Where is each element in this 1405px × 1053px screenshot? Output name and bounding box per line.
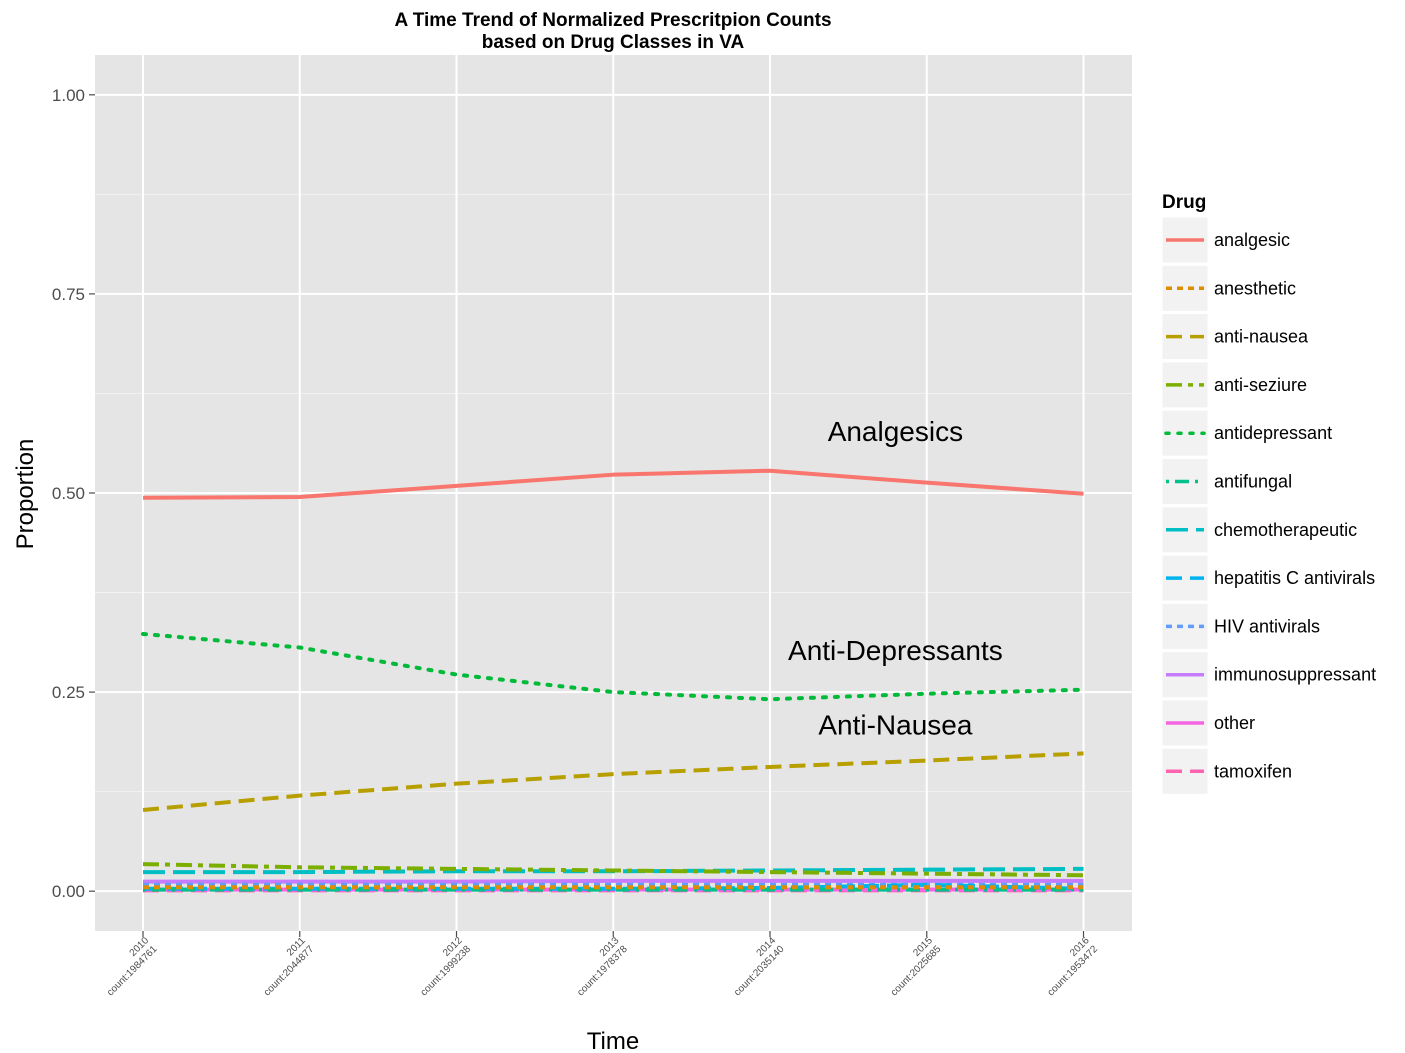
svg-text:2014count:2035140: 2014count:2035140	[724, 935, 787, 998]
gridlines	[95, 55, 1132, 931]
y-axis-title: Proportion	[12, 439, 39, 550]
svg-text:2011count:2044877: 2011count:2044877	[253, 935, 316, 998]
y-tick-label: 1.00	[52, 86, 85, 105]
svg-text:2010count:1984761: 2010count:1984761	[97, 935, 160, 998]
y-axis: 0.00 0.25 0.50 0.75 1.00	[52, 86, 95, 901]
legend-label: anti-seziure	[1214, 375, 1307, 395]
series-line-analgesic	[142, 468, 1084, 500]
legend-item-anesthetic: anesthetic	[1161, 264, 1296, 312]
svg-text:2016count:1953472: 2016count:1953472	[1037, 935, 1100, 998]
x-tick-label: 2012count:1999238	[410, 935, 474, 998]
x-tick-label: 2014count:2035140	[724, 935, 787, 998]
x-tick-label: 2011count:2044877	[253, 935, 317, 998]
legend-item-anti-seziure: anti-seziure	[1161, 361, 1307, 409]
legend-label: anti-nausea	[1214, 327, 1309, 347]
x-axis-title: Time	[587, 1028, 639, 1053]
legend-key	[1161, 458, 1209, 505]
legend-item-hepatitis-c-antivirals: hepatitis C antivirals	[1161, 554, 1375, 602]
chart-title-line-2: based on Drug Classes in VA	[482, 32, 745, 53]
series-lines	[141, 468, 1086, 893]
x-tick-label: 2015count:2025685	[880, 935, 944, 998]
x-tick-label: 2013count:1978378	[567, 935, 630, 998]
series-line-antidepressant	[141, 631, 1086, 702]
legend-label: hepatitis C antivirals	[1214, 568, 1375, 588]
legend-item-analgesic: analgesic	[1161, 216, 1290, 264]
annotation: Analgesics	[828, 416, 963, 447]
legend-item-other: other	[1161, 699, 1255, 747]
legend-label: immunosuppressant	[1214, 665, 1376, 685]
series-line-anti-nausea	[142, 751, 1084, 812]
legend-label: antidepressant	[1214, 423, 1332, 443]
x-tick-label: 2016count:1953472	[1037, 935, 1101, 998]
y-tick-label: 0.00	[52, 882, 85, 901]
y-tick-label: 0.75	[52, 285, 85, 304]
chart-title-line-1: A Time Trend of Normalized Prescritpion …	[394, 10, 831, 31]
svg-text:2015count:2025685: 2015count:2025685	[880, 935, 943, 998]
annotation: Anti-Nausea	[818, 709, 973, 740]
legend-item-antifungal: antifungal	[1161, 458, 1292, 505]
legend-item-anti-nausea: anti-nausea	[1161, 313, 1309, 361]
legend-label: antifungal	[1214, 472, 1292, 492]
legend-item-immunosuppressant: immunosuppressant	[1161, 651, 1376, 699]
annotations: Analgesics Anti-Depressants Anti-Nausea	[788, 416, 1003, 740]
legend-label: tamoxifen	[1214, 761, 1292, 781]
y-tick-label: 0.50	[52, 484, 85, 503]
legend-item-hiv-antivirals: HIV antivirals	[1161, 602, 1320, 650]
y-tick-label: 0.25	[52, 683, 85, 702]
legend: Drug analgesic anesthetic anti-nausea anti-…	[1161, 192, 1376, 795]
legend-label: chemotherapeutic	[1214, 520, 1357, 540]
series-line-immunosuppressant	[143, 878, 1084, 884]
annotation: Anti-Depressants	[788, 635, 1003, 666]
legend-title: Drug	[1162, 192, 1206, 213]
x-tick-label: 2010count:1984761	[97, 935, 160, 998]
legend-label: other	[1214, 713, 1255, 733]
legend-label: anesthetic	[1214, 278, 1296, 298]
legend-item-chemotherapeutic: chemotherapeutic	[1161, 506, 1357, 554]
svg-text:2012count:1999238: 2012count:1999238	[410, 935, 473, 998]
svg-text:2013count:1978378: 2013count:1978378	[567, 935, 630, 998]
series-line-anti-seziure	[142, 862, 1084, 878]
legend-label: HIV antivirals	[1214, 616, 1320, 636]
legend-item-antidepressant: antidepressant	[1161, 409, 1332, 457]
x-axis: 2010count:1984761 2011count:2044877 2012co…	[97, 931, 1101, 998]
legend-label: analgesic	[1214, 230, 1290, 250]
legend-item-tamoxifen: tamoxifen	[1161, 747, 1292, 795]
